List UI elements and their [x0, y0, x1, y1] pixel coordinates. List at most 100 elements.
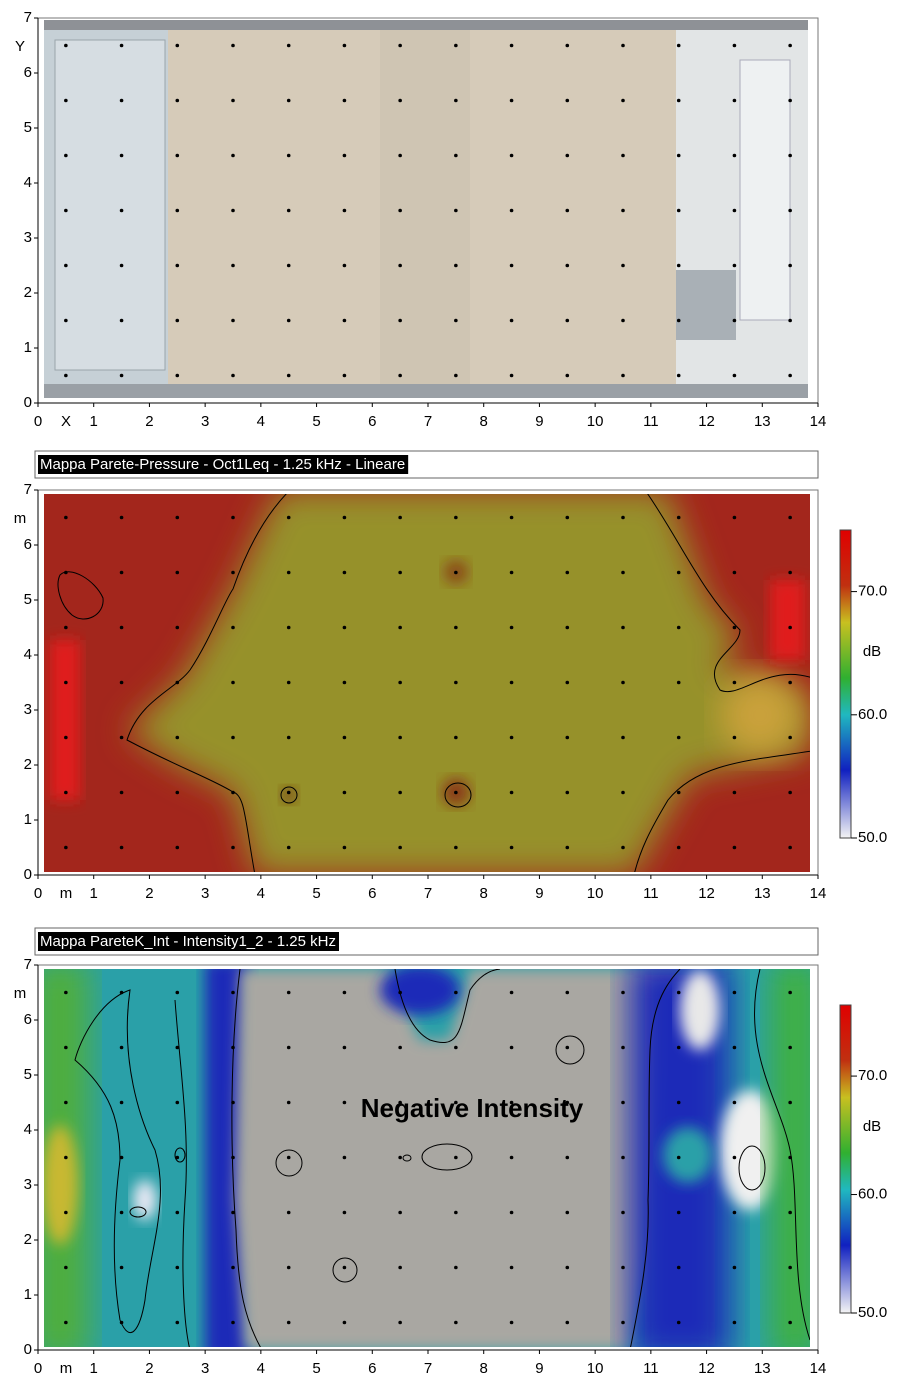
annotation: Negative Intensity	[361, 1093, 584, 1123]
measurement-point	[732, 153, 737, 158]
y-tick-label: 3	[24, 701, 32, 718]
measurement-point	[64, 845, 68, 850]
measurement-point	[64, 153, 68, 158]
x-tick-label: 3	[201, 1360, 209, 1377]
measurement-point	[565, 515, 570, 520]
measurement-point	[676, 625, 681, 630]
measurement-point	[342, 680, 347, 685]
measurement-point	[286, 735, 291, 740]
measurement-point	[175, 680, 180, 685]
measurement-point	[565, 373, 570, 378]
x-tick-label: 11	[643, 413, 659, 430]
measurement-point	[565, 153, 570, 158]
measurement-point	[676, 735, 681, 740]
measurement-point	[398, 515, 402, 520]
measurement-point	[788, 98, 792, 103]
measurement-point	[454, 845, 458, 850]
measurement-point	[119, 98, 124, 103]
measurement-point	[398, 318, 402, 323]
measurement-point	[676, 1265, 681, 1270]
measurement-point	[175, 1210, 180, 1215]
y-tick-label: 1	[24, 339, 32, 356]
measurement-point	[732, 570, 737, 575]
measurement-point	[286, 515, 291, 520]
measurement-point	[732, 680, 737, 685]
measurement-point	[342, 98, 347, 103]
x-tick-label: 1	[90, 413, 98, 430]
measurement-point	[676, 373, 681, 378]
measurement-point	[621, 263, 625, 268]
measurement-point	[621, 845, 625, 850]
x-tick-label: 14	[810, 413, 827, 430]
measurement-point	[509, 515, 514, 520]
measurement-point	[231, 680, 235, 685]
colorbar-label: dB	[863, 643, 881, 660]
y-axis-label: m	[14, 510, 27, 527]
measurement-point	[788, 318, 792, 323]
measurement-point	[621, 680, 625, 685]
measurement-point	[342, 1155, 347, 1160]
measurement-point	[621, 1320, 625, 1325]
x-tick-label: 1	[90, 885, 98, 902]
measurement-point	[342, 263, 347, 268]
measurement-point	[342, 1210, 347, 1215]
measurement-point	[231, 1320, 235, 1325]
measurement-point	[732, 515, 737, 520]
measurement-point	[398, 990, 402, 995]
y-tick-label: 1	[24, 1286, 32, 1303]
measurement-point	[621, 735, 625, 740]
pressure-map	[44, 494, 810, 872]
measurement-point	[64, 1320, 68, 1325]
measurement-point	[509, 570, 514, 575]
measurement-point	[286, 990, 291, 995]
x-tick-label: 9	[535, 885, 543, 902]
measurement-point	[231, 1210, 235, 1215]
x-tick-label: 5	[312, 1360, 320, 1377]
measurement-point	[119, 1265, 124, 1270]
measurement-point	[509, 1045, 514, 1050]
y-tick-label: 3	[24, 229, 32, 246]
y-tick-label: 2	[24, 1231, 32, 1248]
measurement-point	[454, 990, 458, 995]
measurement-point	[64, 263, 68, 268]
x-tick-label: 2	[145, 885, 153, 902]
measurement-point	[509, 735, 514, 740]
measurement-point	[119, 1045, 124, 1050]
measurement-point	[286, 1320, 291, 1325]
measurement-point	[676, 208, 681, 213]
measurement-point	[286, 790, 291, 795]
measurement-point	[565, 1045, 570, 1050]
measurement-point	[342, 43, 347, 48]
measurement-point	[732, 43, 737, 48]
measurement-point	[621, 1045, 625, 1050]
colorbar-tick-label: 60.0	[858, 1186, 887, 1203]
x-tick-label: 6	[368, 413, 376, 430]
measurement-point	[286, 570, 291, 575]
y-tick-label: 2	[24, 284, 32, 301]
x-tick-label: 7	[424, 885, 432, 902]
measurement-point	[509, 263, 514, 268]
measurement-point	[175, 1265, 180, 1270]
measurement-point	[398, 43, 402, 48]
y-tick-label: 5	[24, 119, 32, 136]
measurement-point	[732, 1265, 737, 1270]
measurement-point	[286, 153, 291, 158]
measurement-point	[231, 318, 235, 323]
measurement-point	[732, 208, 737, 213]
measurement-point	[732, 1320, 737, 1325]
measurement-point	[454, 570, 458, 575]
measurement-point	[119, 570, 124, 575]
x-tick-label: 9	[535, 1360, 543, 1377]
measurement-point	[119, 680, 124, 685]
measurement-point	[398, 570, 402, 575]
measurement-point	[175, 790, 180, 795]
measurement-point	[64, 735, 68, 740]
y-tick-label: 0	[24, 394, 32, 411]
measurement-point	[509, 373, 514, 378]
measurement-point	[621, 318, 625, 323]
measurement-point	[732, 1100, 737, 1105]
measurement-point	[676, 570, 681, 575]
measurement-point	[509, 43, 514, 48]
measurement-point	[454, 625, 458, 630]
